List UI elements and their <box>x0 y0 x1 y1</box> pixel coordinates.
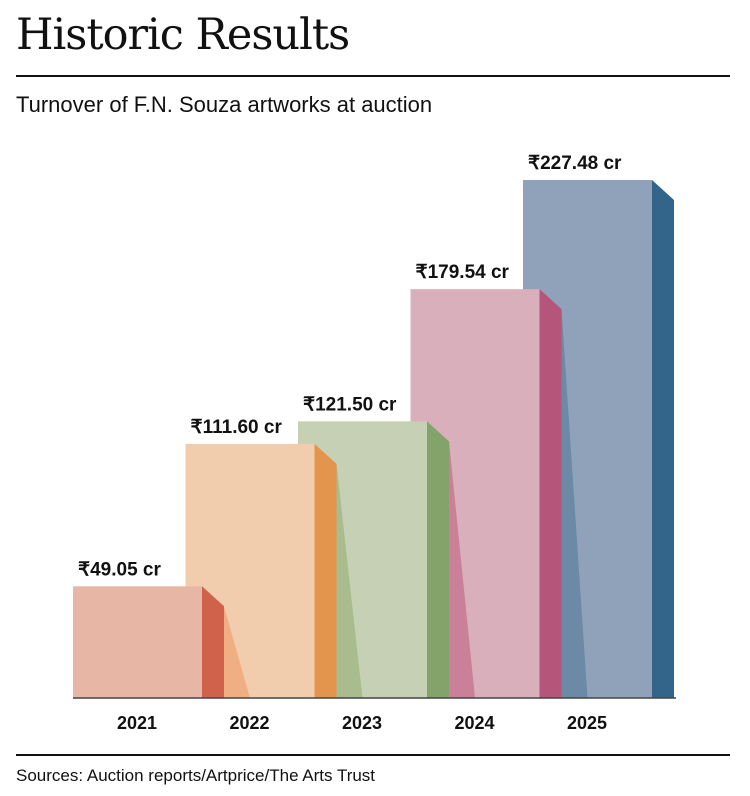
title-divider <box>16 75 730 77</box>
value-label-2024: ₹179.54 cr <box>416 262 510 283</box>
bar-side-2021 <box>202 586 224 698</box>
x-tick-label-2023: 2023 <box>342 713 382 733</box>
x-tick-label-2024: 2024 <box>454 713 494 733</box>
value-label-2021: ₹49.05 cr <box>78 559 161 580</box>
bar-shadow-2024 <box>561 309 588 698</box>
bar-side-2023 <box>427 421 449 698</box>
bar-shadow-2021 <box>224 606 250 698</box>
footer-divider <box>16 754 730 756</box>
bar-side-2024 <box>539 289 562 698</box>
bar-2021 <box>73 586 202 698</box>
x-tick-label-2022: 2022 <box>229 713 269 733</box>
bar-side-2025 <box>652 180 674 698</box>
x-tick-label-2025: 2025 <box>567 713 607 733</box>
bar-side-2022 <box>314 443 337 698</box>
value-label-2023: ₹121.50 cr <box>303 394 397 415</box>
chart-title: Historic Results <box>16 10 350 60</box>
bar-shadow-2023 <box>449 441 475 698</box>
bar-shadow-2022 <box>336 463 363 698</box>
source-note: Sources: Auction reports/Artprice/The Ar… <box>16 766 376 785</box>
value-label-2025: ₹227.48 cr <box>528 153 622 174</box>
value-label-2022: ₹111.60 cr <box>191 417 283 438</box>
x-tick-label-2021: 2021 <box>117 713 157 733</box>
bar-chart: ₹49.05 cr 2021 ₹111.60 cr 2022 ₹121.50 cr 202… <box>73 153 676 733</box>
chart-subtitle: Turnover of F.N. Souza artworks at aucti… <box>16 92 433 117</box>
